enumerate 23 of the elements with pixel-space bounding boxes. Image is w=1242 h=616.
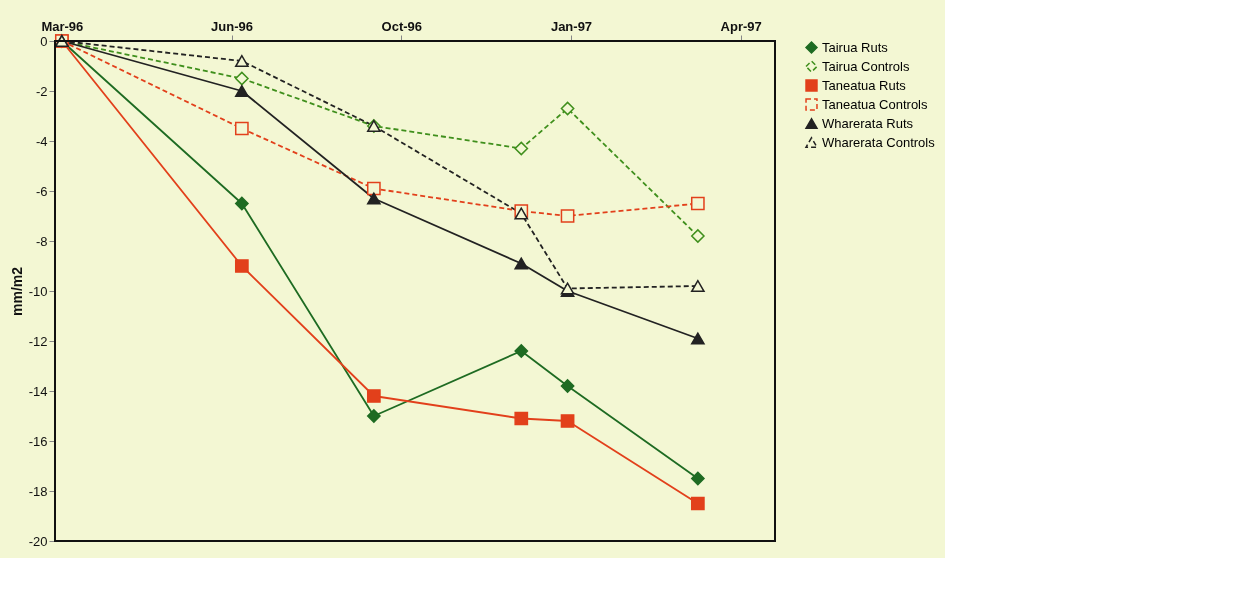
- y-tick-label: 0: [40, 33, 48, 49]
- legend-label: Tairua Controls: [822, 58, 910, 74]
- x-tick-label: Apr-97: [720, 18, 762, 34]
- legend-label: Tairua Ruts: [822, 39, 889, 55]
- legend-label: Taneatua Controls: [822, 96, 929, 112]
- y-tick-label: -10: [28, 283, 48, 299]
- x-tick-label: Jun-96: [211, 18, 254, 34]
- y-tick-label: -6: [35, 183, 48, 199]
- legend-label: Taneatua Ruts: [822, 77, 907, 93]
- y-tick-label: -20: [28, 533, 48, 549]
- y-axis-title: mm/m2: [8, 266, 25, 317]
- y-tick-label: -8: [35, 233, 48, 249]
- y-tick-label: -16: [28, 433, 48, 449]
- x-tick-label: Oct-96: [381, 18, 423, 34]
- y-tick-label: -14: [28, 383, 48, 399]
- x-tick-label: Mar-96: [41, 18, 84, 34]
- y-tick-label: -4: [35, 133, 48, 149]
- y-tick-label: -18: [28, 483, 48, 499]
- y-tick-label: -2: [35, 83, 48, 99]
- legend-label: Wharerata Ruts: [822, 115, 914, 131]
- x-tick-label: Jan-97: [550, 18, 593, 34]
- y-tick-label: -12: [28, 333, 48, 349]
- legend-label: Wharerata Controls: [822, 134, 936, 150]
